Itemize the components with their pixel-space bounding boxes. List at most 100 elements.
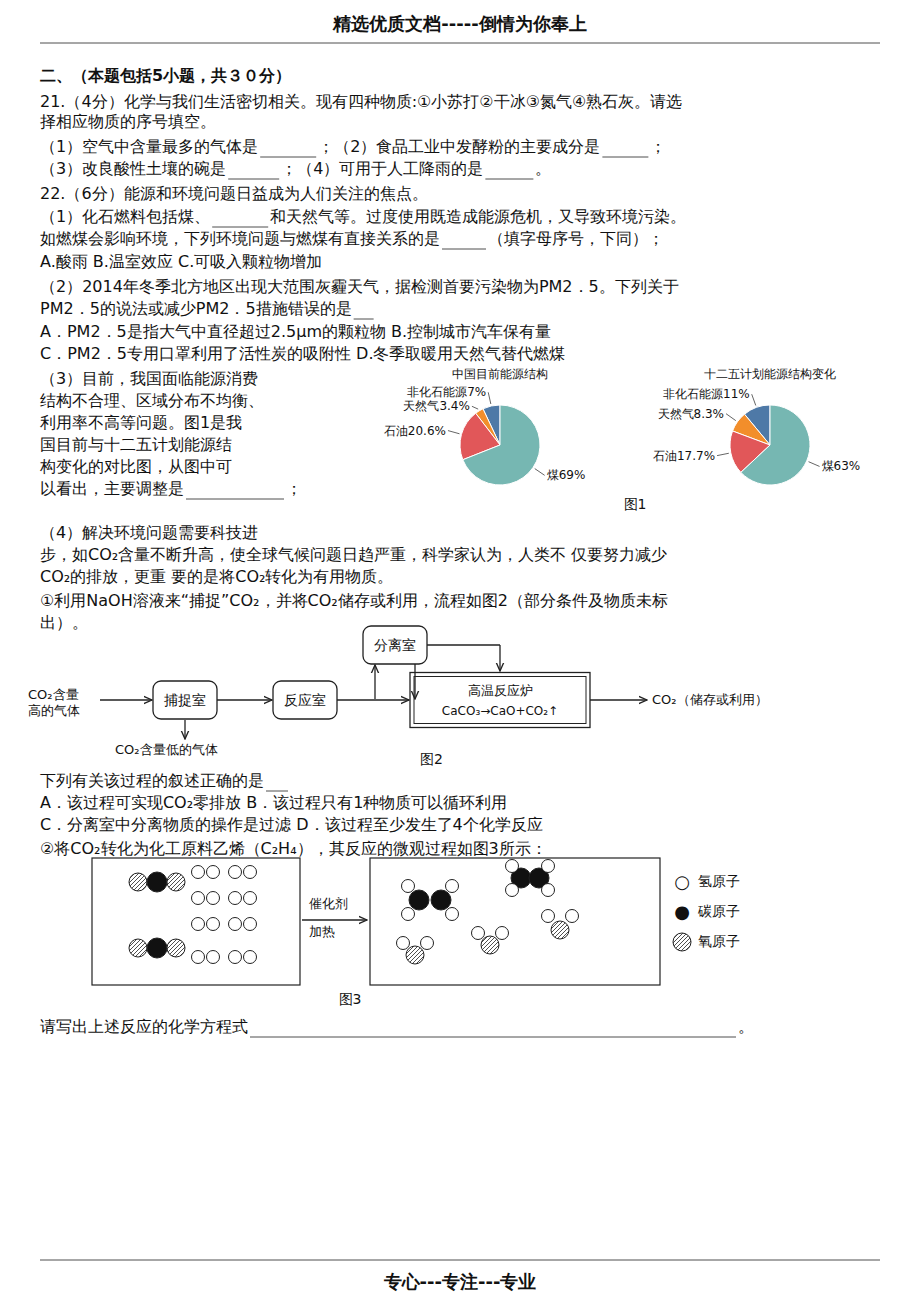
figure-caption: 图2 (420, 751, 443, 767)
atom (244, 866, 257, 879)
flow-label: 高温反应炉 (468, 683, 533, 698)
atom (506, 860, 519, 873)
blank-line (266, 791, 288, 792)
legend-text: 氢原子 (698, 873, 740, 889)
arrow (499, 645, 500, 671)
category-label: 石油 (653, 449, 677, 463)
flow-label: 反应室 (284, 692, 326, 708)
leader-line (752, 394, 756, 405)
data-label: 11% (723, 387, 750, 401)
flow-label: CaCO₃→CaO+CO₂↑ (442, 704, 558, 718)
arrow (414, 664, 415, 699)
atom (229, 892, 242, 905)
question-text: 如燃煤会影响环境，下列环境问题与燃煤有直接关系的是 (40, 229, 440, 248)
atom-fill (167, 939, 185, 957)
question-text: 。 (535, 159, 551, 178)
reactant-box (92, 858, 300, 985)
flow-label: 捕捉室 (164, 692, 206, 708)
atom (244, 918, 257, 931)
atom (129, 939, 147, 957)
question-text: 请写出上述反应的化学方程式 (40, 1017, 248, 1036)
category-label: 煤 (822, 459, 834, 473)
product-box (370, 858, 660, 985)
question-text: 22.（6分）能源和环境问题日益成为人们关注的焦点。 (40, 184, 428, 203)
leader-line (448, 431, 460, 434)
pie-slice (463, 405, 540, 485)
leader-line (472, 406, 478, 409)
question-text: （2）2014年冬季北方地区出现大范围灰霾天气，据检测首要污染物为PM2．5。下… (40, 277, 679, 296)
category-label: 天然气 (403, 399, 439, 413)
header-rule (40, 43, 880, 44)
atom (506, 884, 519, 897)
flow-label: CO₂含量 (28, 687, 79, 702)
pie-label: 石油20.6% (384, 424, 446, 438)
category-label: 石油 (384, 424, 408, 438)
blank-line (354, 319, 374, 320)
atom (406, 946, 424, 964)
atom (192, 951, 205, 964)
pie-label: 煤69% (547, 468, 586, 482)
flow-label: 高的气体 (28, 703, 80, 718)
atom (207, 951, 220, 964)
atom-fill (406, 946, 424, 964)
question-text: ； (650, 137, 666, 156)
flow-label: 分离室 (374, 637, 416, 653)
atom (496, 927, 509, 940)
question-text: CO₂的排放，更重 要的是将CO₂转化为有用物质。 (40, 567, 393, 586)
atom (542, 860, 555, 873)
atom (472, 927, 485, 940)
atom (566, 910, 579, 923)
pie-label: 天然气8.3% (658, 407, 725, 421)
question-text: ②将CO₂转化为化工原料乙烯（C₂H₄），其反应的微观过程如图3所示： (40, 839, 547, 858)
blank-line (212, 227, 268, 228)
atom-fill (551, 921, 569, 939)
page: 精选优质文档-----倒情为你奉上二、（本题包括5小题，共３０分）21.（4分）… (0, 0, 919, 1302)
question-text: 21.（4分）化学与我们生活密切相关。现有四种物质:①小苏打②干冰③氮气④熟石灰… (40, 92, 682, 111)
question-text: 利用率不高等问题。图1是我 (40, 413, 242, 432)
pie (730, 405, 810, 485)
atom (244, 951, 257, 964)
question-text: 和天然气等。过度使用既造成能源危机，又导致环境污染。 (270, 207, 686, 226)
figure-caption: 图3 (339, 991, 362, 1007)
category-label: 天然气 (658, 407, 694, 421)
atom (229, 918, 242, 931)
atom (397, 937, 410, 950)
question-text: ；（4）可用于人工降雨的是 (281, 159, 483, 178)
atom (192, 918, 205, 931)
pie (460, 405, 540, 485)
atom-fill (129, 873, 147, 891)
header: 精选优质文档-----倒情为你奉上 (332, 13, 586, 34)
arrow (337, 699, 409, 700)
atom-fill (167, 873, 185, 891)
atom (542, 884, 555, 897)
pie-label: 天然气3.4% (403, 399, 470, 413)
data-label: 17.7% (677, 449, 715, 463)
arrow (590, 699, 647, 700)
blank-line (602, 157, 648, 158)
atom (167, 939, 185, 957)
flow-box (153, 681, 217, 719)
question-text: （3）改良酸性土壤的碗是 (40, 159, 226, 178)
atom (167, 873, 185, 891)
atom (147, 872, 167, 892)
data-label: 3.4% (439, 399, 470, 413)
flow-box (410, 673, 590, 728)
atom (229, 951, 242, 964)
question-text: A．该过程可实现CO₂零排放 B．该过程只有1种物质可以循环利用 (40, 793, 507, 812)
atom (207, 918, 220, 931)
blank-line (186, 499, 284, 500)
atom (402, 880, 415, 893)
flow-label: CO₂（储存或利用） (652, 692, 768, 707)
question-text: 以看出，主要调整是 (40, 479, 184, 498)
leader-line (809, 462, 820, 467)
question-text: （填字母序号，下同）； (488, 229, 664, 248)
question-text: C．分离室中分离物质的操作是过滤 D．该过程至少发生了4个化学反应 (40, 815, 543, 834)
atom (229, 866, 242, 879)
blank-line (260, 157, 316, 158)
reaction-condition: 催化剂 (309, 896, 348, 911)
pie-label: 石油17.7% (653, 449, 715, 463)
atom (207, 892, 220, 905)
atom (446, 908, 459, 921)
data-label: 8.3% (694, 407, 725, 421)
atom-fill (481, 936, 499, 954)
